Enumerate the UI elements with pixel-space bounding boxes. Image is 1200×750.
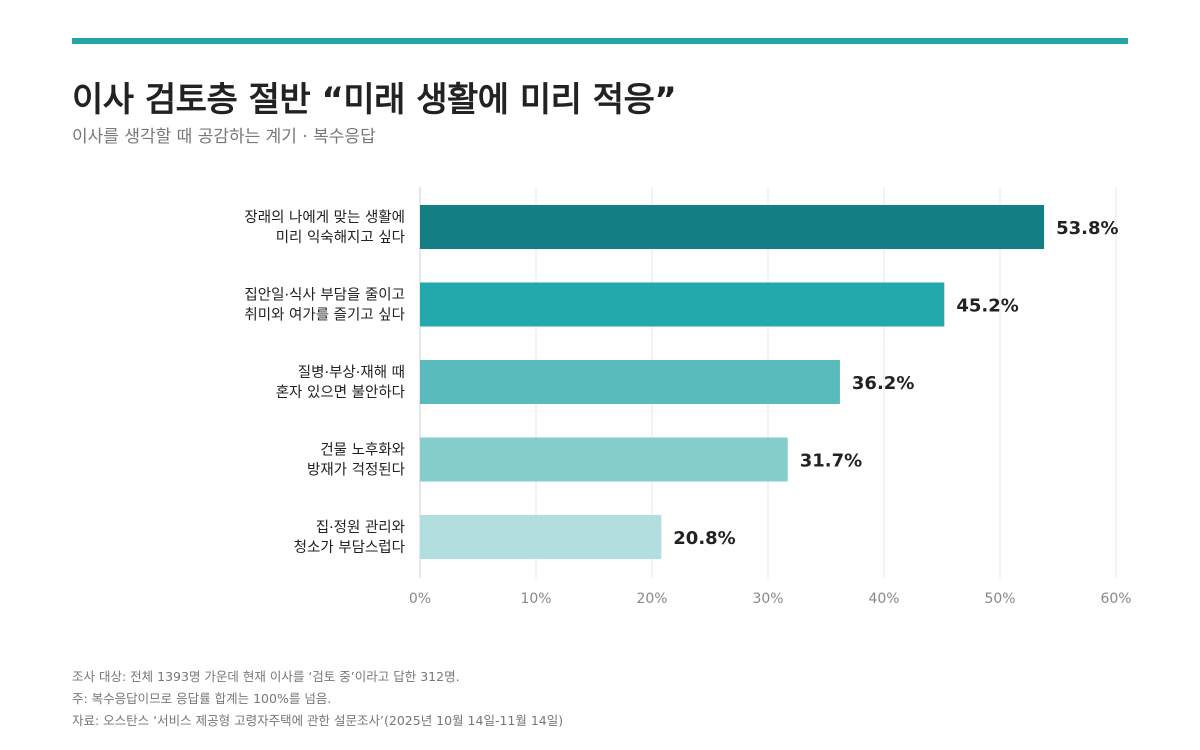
- category-label: 미리 익숙해지고 싶다: [276, 229, 405, 246]
- x-tick-label: 0%: [409, 591, 431, 607]
- category-label: 방재가 걱정된다: [307, 462, 405, 479]
- footnotes: 조사 대상: 전체 1393명 가운데 현재 이사를 ‘검토 중’이라고 답한 …: [72, 666, 563, 732]
- category-label: 장래의 나에게 맞는 생활에: [244, 209, 405, 226]
- x-tick-label: 10%: [520, 591, 551, 607]
- data-label: 36.2%: [852, 373, 914, 394]
- bar: [420, 360, 840, 404]
- category-label: 집안일·식사 부담을 줄이고: [244, 287, 405, 304]
- data-label: 31.7%: [800, 451, 862, 472]
- category-label: 질병·부상·재해 때: [298, 364, 405, 381]
- data-label: 53.8%: [1056, 218, 1118, 239]
- bar: [420, 437, 788, 482]
- category-label: 청소가 부담스럽다: [294, 539, 405, 556]
- bar: [420, 282, 945, 327]
- footnote-sample: 조사 대상: 전체 1393명 가운데 현재 이사를 ‘검토 중’이라고 답한 …: [72, 669, 460, 684]
- x-tick-label: 30%: [752, 591, 783, 607]
- chart-title: 이사 검토층 절반 “미래 생활에 미리 적응”: [72, 80, 677, 120]
- footnote-multiple-response: 주: 복수응답이므로 응답률 합계는 100%를 넘음.: [72, 691, 332, 706]
- x-tick-label: 50%: [984, 591, 1015, 607]
- footnote-source: 자료: 오스탄스 ‘서비스 제공형 고령자주택에 관한 설문조사’(2025년 …: [72, 713, 564, 728]
- category-label: 건물 노후화와: [320, 442, 405, 459]
- bar: [420, 205, 1045, 249]
- top-accent-rule: [72, 38, 1128, 44]
- data-label: 20.8%: [673, 528, 735, 549]
- bar: [420, 515, 662, 559]
- category-label: 취미와 여가를 즐기고 싶다: [244, 307, 405, 324]
- chart-subtitle: 이사를 생각할 때 공감하는 계기 · 복수응답: [72, 127, 376, 147]
- category-label: 집·정원 관리와: [316, 519, 405, 536]
- category-label: 혼자 있으면 불안하다: [276, 384, 405, 401]
- x-tick-label: 60%: [1100, 591, 1131, 607]
- data-label: 45.2%: [956, 296, 1018, 317]
- x-tick-label: 20%: [636, 591, 667, 607]
- x-tick-label: 40%: [868, 591, 899, 607]
